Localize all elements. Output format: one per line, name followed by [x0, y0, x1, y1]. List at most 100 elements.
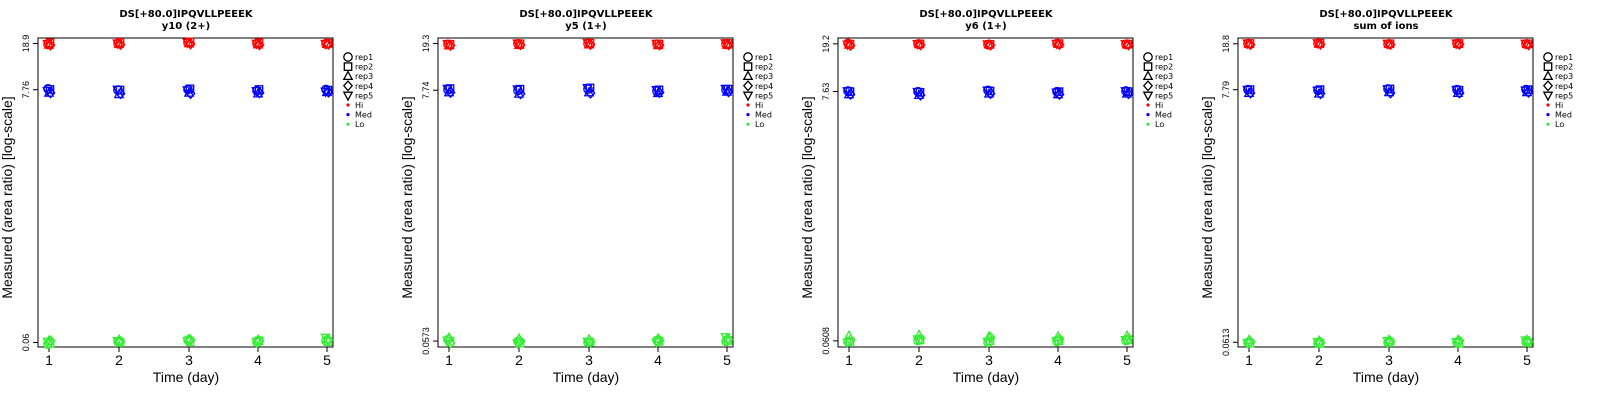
data-point-hi-day5-rep4 [1523, 39, 1534, 51]
legend-label: Lo [755, 120, 764, 129]
legend-symbol-hi [1546, 103, 1550, 107]
data-point-med-day4-rep2 [254, 85, 264, 94]
legend-label: rep2 [1555, 63, 1573, 72]
data-point-lo-day1-rep4 [845, 334, 856, 346]
legend-label: rep2 [1155, 63, 1173, 72]
data-point-lo-day3-rep5 [582, 337, 593, 348]
legend-label: rep1 [755, 53, 773, 62]
data-point-hi-day2-rep4 [1315, 38, 1326, 51]
y-tick-label: 7.63 [821, 83, 831, 101]
x-tick-label: 4 [1054, 352, 1062, 368]
legend-label: Lo [1155, 120, 1164, 129]
legend-symbol-rep3 [1142, 70, 1154, 81]
data-point-lo-day1-rep5 [842, 338, 853, 349]
data-point-hi-day1-rep2 [45, 38, 55, 48]
legend-symbol-rep1 [1543, 52, 1553, 62]
data-point-med-day3-rep5 [1382, 85, 1393, 96]
data-point-med-day2-rep2 [1315, 85, 1325, 94]
data-point-med-day5-rep5 [1520, 86, 1531, 97]
data-point-med-day4-rep5 [251, 86, 262, 97]
data-point-hi-day4-rep5 [1451, 39, 1462, 50]
legend-symbol-rep3 [342, 70, 354, 81]
x-tick-label: 1 [845, 352, 853, 368]
data-point-lo-day3-rep4 [185, 334, 196, 346]
data-point-med-day2-rep4 [115, 87, 126, 100]
data-point-med-day3-rep4 [985, 88, 996, 100]
legend-symbol-med [746, 113, 750, 117]
data-point-med-day4-rep4 [1454, 87, 1465, 99]
legend-symbol-rep5 [1542, 91, 1554, 102]
data-point-hi-day4-rep5 [251, 39, 262, 50]
data-point-hi-day1-rep4 [445, 39, 456, 52]
x-tick-label: 1 [45, 352, 53, 368]
legend-label: rep2 [355, 63, 373, 72]
data-point-hi-day2-rep5 [512, 39, 523, 50]
data-point-med-day1-rep2 [45, 85, 55, 94]
x-tick-label: 3 [185, 352, 193, 368]
data-point-med-day2-rep5 [912, 87, 923, 98]
y-tick-label: 7.74 [421, 81, 431, 99]
legend-label: rep4 [755, 82, 773, 91]
legend-label: rep5 [1155, 91, 1173, 100]
data-point-hi-day5-rep4 [723, 39, 734, 51]
data-point-hi-day4-rep5 [1051, 39, 1062, 50]
legend-label: rep1 [1555, 53, 1573, 62]
data-point-med-day2-rep5 [512, 85, 523, 96]
data-point-med-day2-rep5 [1312, 86, 1323, 97]
data-point-hi-day5-rep5 [320, 39, 331, 50]
data-point-med-day2-rep5 [112, 85, 123, 96]
y-axis-label: Measured (area ratio) [log-scale] [399, 96, 415, 298]
chart-subtitle: sum of ions [1353, 21, 1418, 32]
legend-symbol-hi [346, 103, 350, 107]
legend-symbol-rep3 [1542, 70, 1554, 81]
chart-subtitle: y6 (1+) [965, 21, 1006, 32]
data-point-med-day1-rep4 [845, 88, 856, 101]
data-point-hi-day2-rep4 [915, 39, 926, 51]
data-point-lo-day4-rep5 [1051, 336, 1062, 347]
data-point-med-day5-rep2 [1523, 85, 1533, 94]
legend-label: rep3 [355, 72, 373, 81]
x-tick-label: 4 [1454, 352, 1462, 368]
legend-label: rep1 [1155, 53, 1173, 62]
legend-label: Hi [1155, 101, 1163, 110]
data-point-med-day4-rep4 [1054, 88, 1065, 101]
x-tick-label: 3 [985, 352, 993, 368]
y-tick-label: 0.0613 [1221, 329, 1231, 357]
data-point-lo-day1-rep4 [445, 337, 456, 349]
chart-title: DS[+80.0]IPQVLLPEEEK [919, 9, 1054, 20]
y-tick-label: 19.2 [821, 35, 831, 53]
data-point-hi-day1-rep5 [442, 39, 453, 50]
legend-label: rep4 [1555, 82, 1573, 91]
data-point-lo-day5-rep4 [323, 334, 334, 346]
x-tick-label: 5 [1523, 352, 1531, 368]
data-point-med-day4-rep4 [254, 87, 265, 99]
plot-frame [837, 37, 1134, 348]
legend-label: rep1 [355, 53, 373, 62]
legend-label: rep5 [355, 91, 373, 100]
data-point-med-day4-rep2 [1054, 87, 1064, 97]
data-point-hi-day2-rep5 [1312, 39, 1323, 50]
legend-symbol-med [346, 113, 350, 117]
chart-title: DS[+80.0]IPQVLLPEEEK [1319, 9, 1454, 20]
legend-label: rep4 [1155, 82, 1173, 91]
legend-symbol-rep2 [1543, 62, 1553, 71]
data-point-med-day1-rep5 [442, 84, 453, 95]
legend-label: rep5 [755, 91, 773, 100]
data-point-lo-day4-rep5 [651, 338, 662, 349]
legend-symbol-med [1546, 113, 1550, 117]
data-point-lo-day3-rep4 [1385, 336, 1396, 348]
data-point-med-day1-rep5 [1242, 85, 1253, 96]
data-point-lo-day4-rep4 [254, 335, 265, 347]
data-point-hi-day3-rep4 [1385, 38, 1396, 51]
chart-title: DS[+80.0]IPQVLLPEEEK [119, 9, 254, 20]
data-point-lo-day3-rep5 [182, 336, 193, 347]
data-point-hi-day1-rep4 [45, 39, 56, 51]
legend-label: Med [1555, 111, 1572, 120]
legend-symbol-rep1 [343, 52, 353, 62]
data-point-hi-day1-rep5 [842, 40, 853, 51]
data-point-hi-day1-rep4 [1245, 38, 1256, 51]
y-axis-label: Measured (area ratio) [log-scale] [1199, 96, 1215, 298]
data-point-hi-day2-rep5 [912, 39, 923, 50]
